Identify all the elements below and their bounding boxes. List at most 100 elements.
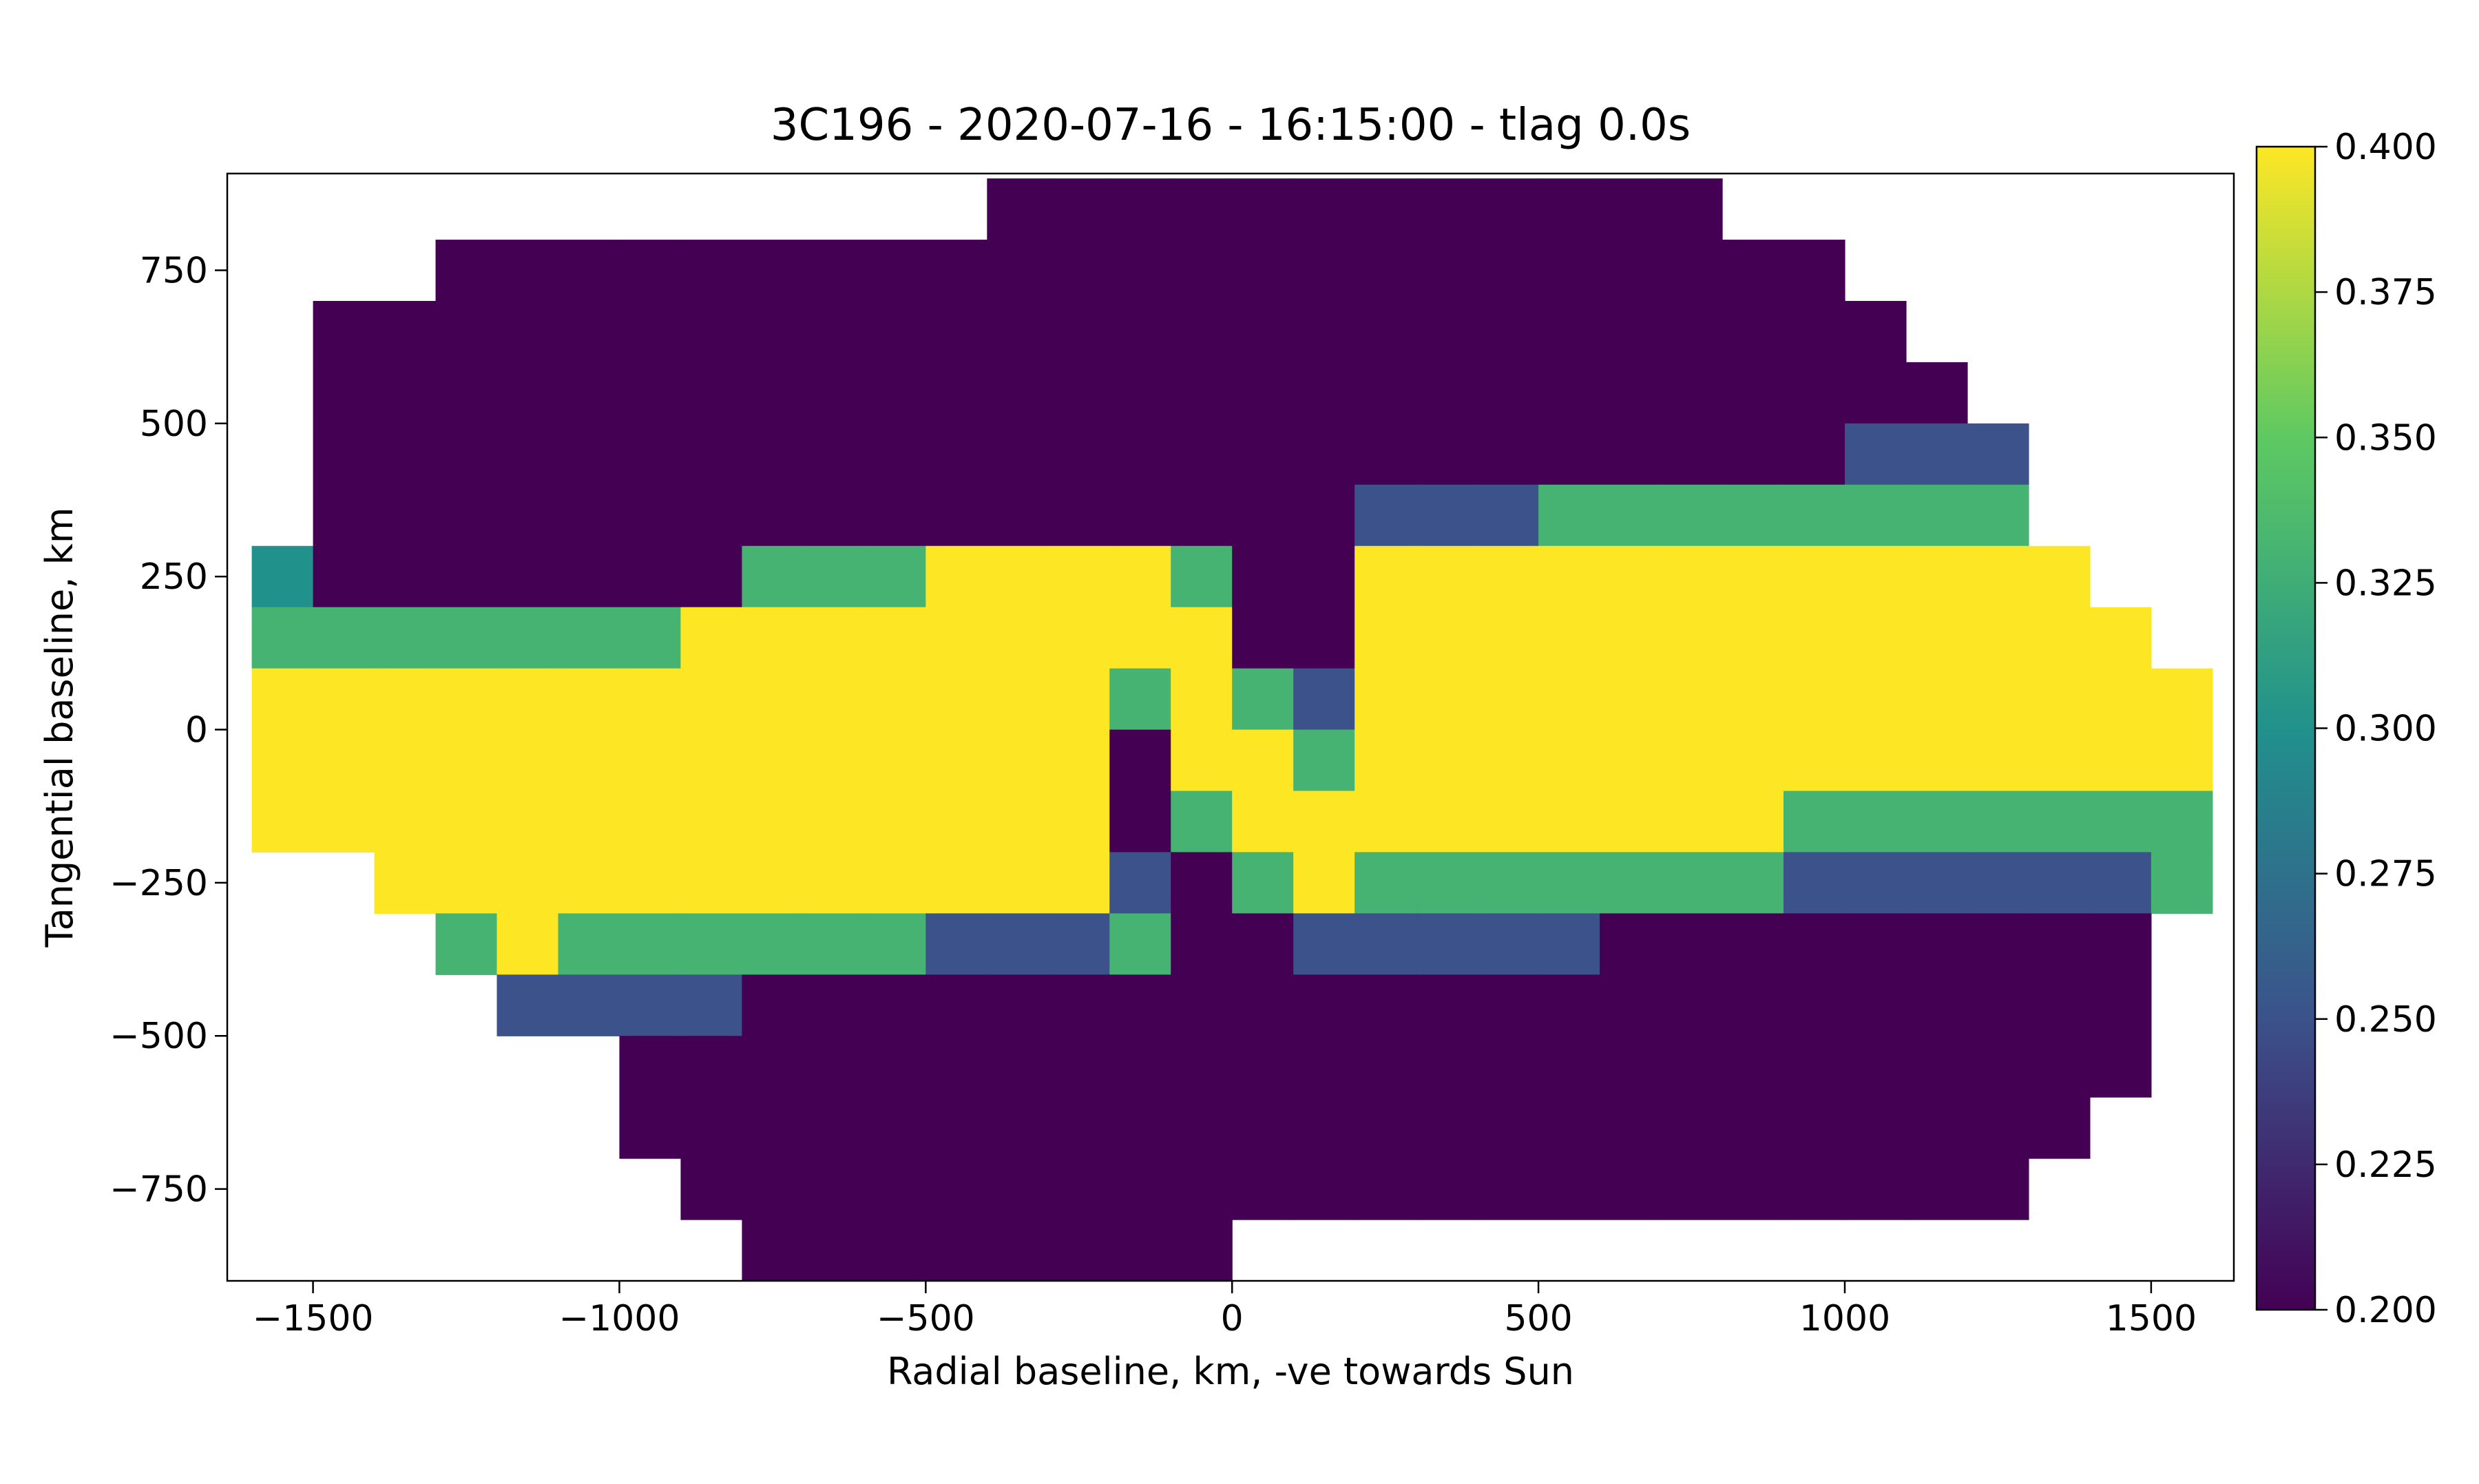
heatmap-cell xyxy=(374,852,437,914)
heatmap-cell xyxy=(1661,484,1723,547)
heatmap-cell xyxy=(1538,729,1600,792)
heatmap-cell xyxy=(987,791,1049,853)
heatmap-cell xyxy=(680,423,743,485)
heatmap-cell xyxy=(1600,423,1662,485)
heatmap-cell xyxy=(1722,484,1784,547)
heatmap-cell xyxy=(1048,1220,1110,1282)
heatmap-cell xyxy=(1784,913,1845,975)
heatmap-cell xyxy=(1722,852,1784,914)
heatmap-cell xyxy=(864,791,926,853)
heatmap-cell xyxy=(1477,1036,1539,1098)
heatmap-cell xyxy=(1784,362,1845,424)
colorbar-tick-label: 0.200 xyxy=(2334,1290,2437,1331)
heatmap-cell xyxy=(496,362,559,424)
heatmap-cell xyxy=(987,545,1049,608)
heatmap-cell xyxy=(1048,668,1110,731)
heatmap-cell xyxy=(1171,852,1233,914)
heatmap-cell xyxy=(803,362,865,424)
heatmap-cell xyxy=(680,1036,743,1098)
heatmap-cell xyxy=(1967,729,2029,792)
heatmap-cell xyxy=(1844,1036,1907,1098)
heatmap-cell xyxy=(1477,1158,1539,1220)
heatmap-cell xyxy=(1538,1097,1600,1159)
heatmap-cell xyxy=(1109,362,1171,424)
colorbar-tick-label: 0.325 xyxy=(2334,563,2437,604)
heatmap-cell xyxy=(987,913,1049,975)
heatmap-cell xyxy=(1661,913,1723,975)
heatmap-cell xyxy=(1600,1036,1662,1098)
heatmap-cell xyxy=(374,484,437,547)
heatmap-cell xyxy=(1171,974,1233,1036)
heatmap-cell xyxy=(374,545,437,608)
heatmap-cell xyxy=(558,607,620,669)
heatmap-cell xyxy=(1109,484,1171,547)
heatmap-cell xyxy=(435,362,498,424)
heatmap-cell xyxy=(803,729,865,792)
heatmap-cell xyxy=(925,545,987,608)
heatmap-cell xyxy=(1538,362,1600,424)
heatmap-cell xyxy=(1600,791,1662,853)
heatmap-cell xyxy=(742,1220,804,1282)
heatmap-cell xyxy=(1967,1097,2029,1159)
heatmap-cell xyxy=(2028,545,2091,608)
heatmap-cell xyxy=(1538,240,1600,302)
heatmap xyxy=(251,178,2213,1282)
heatmap-cell xyxy=(1048,240,1110,302)
heatmap-cell xyxy=(374,668,437,731)
heatmap-cell xyxy=(1109,300,1171,363)
heatmap-cell xyxy=(1661,423,1723,485)
heatmap-cell xyxy=(1538,1036,1600,1098)
heatmap-cell xyxy=(1354,1158,1416,1220)
heatmap-cell xyxy=(1232,668,1294,731)
heatmap-cell xyxy=(1967,913,2029,975)
heatmap-cell xyxy=(803,300,865,363)
heatmap-cell xyxy=(2089,913,2152,975)
heatmap-cell xyxy=(1844,545,1907,608)
heatmap-cell xyxy=(496,791,559,853)
heatmap-cell xyxy=(1967,852,2029,914)
colorbar-tick-label: 0.225 xyxy=(2334,1145,2437,1186)
heatmap-cell xyxy=(1109,791,1171,853)
heatmap-cell xyxy=(313,607,375,669)
heatmap-cell xyxy=(1722,668,1784,731)
heatmap-cell xyxy=(742,1097,804,1159)
heatmap-cell xyxy=(1416,240,1478,302)
heatmap-cell xyxy=(1967,974,2029,1036)
colorbar-tick-label: 0.250 xyxy=(2334,999,2437,1041)
heatmap-cell xyxy=(1600,1158,1662,1220)
heatmap-cell xyxy=(1722,362,1784,424)
heatmap-cell xyxy=(803,240,865,302)
heatmap-cell xyxy=(558,668,620,731)
heatmap-cell xyxy=(1784,791,1845,853)
plot-frame xyxy=(226,172,2235,1282)
heatmap-cell xyxy=(1967,607,2029,669)
heatmap-cell xyxy=(1354,791,1416,853)
colorbar-tick-label: 0.350 xyxy=(2334,417,2437,459)
y-axis-label: Tangential baseline, km xyxy=(38,508,81,948)
heatmap-cell xyxy=(1232,484,1294,547)
heatmap-cell xyxy=(1722,240,1784,302)
heatmap-cell xyxy=(1905,423,1968,485)
heatmap-cell xyxy=(742,668,804,731)
heatmap-cell xyxy=(1905,791,1968,853)
heatmap-cell xyxy=(1416,484,1478,547)
heatmap-cell xyxy=(435,913,498,975)
heatmap-cell xyxy=(987,729,1049,792)
heatmap-cell xyxy=(619,240,682,302)
heatmap-cell xyxy=(496,545,559,608)
heatmap-cell xyxy=(496,974,559,1036)
heatmap-cell xyxy=(1844,913,1907,975)
heatmap-cell xyxy=(1722,974,1784,1036)
heatmap-cell xyxy=(1722,545,1784,608)
heatmap-cell xyxy=(2028,729,2091,792)
heatmap-cell xyxy=(742,1158,804,1220)
heatmap-cell xyxy=(1416,178,1478,240)
heatmap-cell xyxy=(1354,423,1416,485)
heatmap-cell xyxy=(925,423,987,485)
heatmap-cell xyxy=(1600,668,1662,731)
heatmap-cell xyxy=(558,545,620,608)
heatmap-cell xyxy=(1354,362,1416,424)
heatmap-cell xyxy=(1538,852,1600,914)
heatmap-cell xyxy=(1354,913,1416,975)
heatmap-cell xyxy=(496,484,559,547)
